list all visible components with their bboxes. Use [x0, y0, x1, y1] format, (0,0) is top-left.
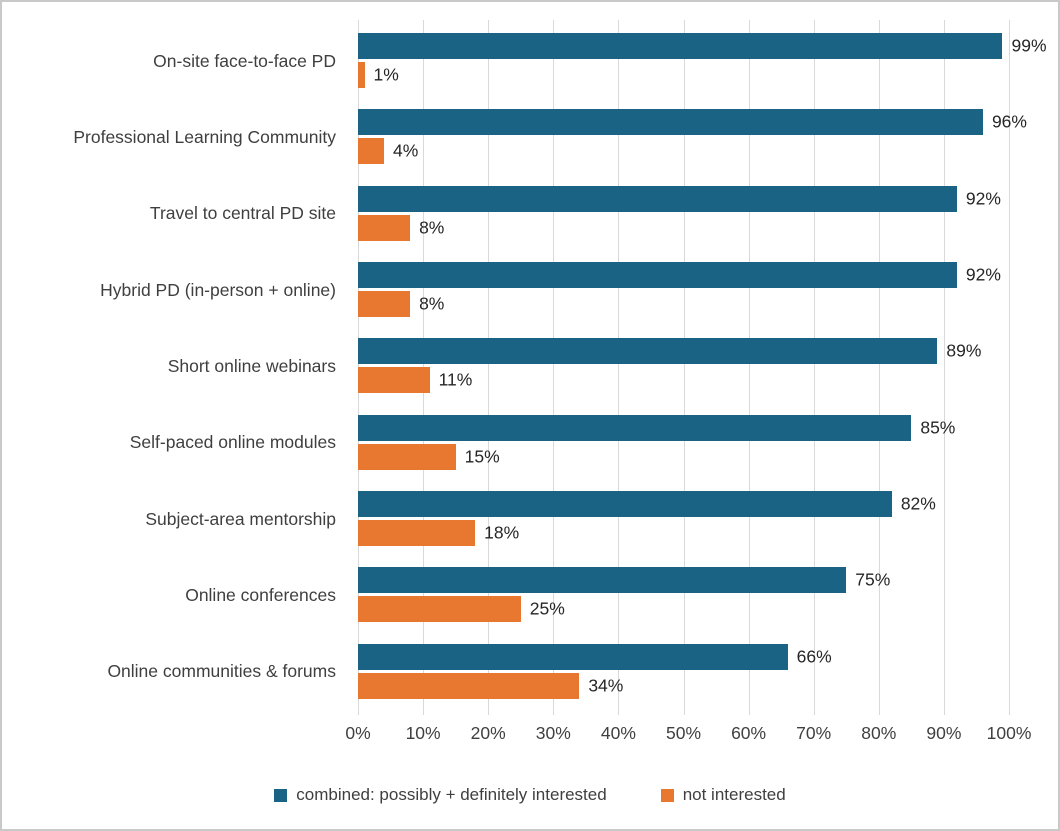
legend-item: not interested: [660, 785, 786, 805]
bar-group: 75% 25%: [358, 567, 1009, 623]
bar-value-label: 85%: [920, 417, 956, 438]
x-tick-label: 20%: [470, 723, 506, 743]
bar-value-label: 4%: [393, 140, 419, 161]
x-tick-label: 100%: [986, 723, 1032, 743]
bar-interested: 92%: [358, 262, 1001, 288]
bar-value-label: 89%: [946, 340, 982, 361]
axis-tick: [683, 707, 685, 715]
x-tick-label: 60%: [731, 723, 767, 743]
category-label: Professional Learning Community: [73, 126, 336, 147]
bar-value-label: 15%: [464, 446, 500, 467]
bar-interested: 92%: [358, 185, 1001, 212]
axis-tick: [943, 707, 945, 715]
x-tick-label: 0%: [345, 723, 371, 743]
legend-label: combined: possibly + definitely interest…: [296, 785, 607, 804]
bar-group: 82% 18%: [358, 491, 1009, 546]
bar-interested: 85%: [358, 414, 955, 441]
bar-value-label: 92%: [965, 188, 1001, 209]
category-label: Travel to central PD site: [149, 203, 336, 224]
legend-label: not interested: [682, 785, 786, 804]
x-tick-label: 50%: [665, 723, 702, 743]
bar-not-interested: 18%: [358, 520, 519, 546]
bar-not-interested: 8%: [358, 214, 444, 241]
bar-value-label: 92%: [965, 264, 1001, 285]
category-label: On-site face-to-face PD: [153, 50, 336, 71]
category-label: Self-paced online modules: [129, 432, 336, 453]
bar-value-label: 82%: [900, 493, 936, 514]
axis-tick: [423, 707, 425, 715]
axis-tick: [1009, 707, 1010, 715]
gridline: [1009, 20, 1010, 707]
category-label: Short online webinars: [167, 355, 336, 376]
axis-tick: [618, 707, 620, 715]
bar-interested: 82%: [358, 491, 936, 517]
legend: combined: possibly + definitely interest…: [2, 785, 1058, 805]
bar-not-interested: 8%: [358, 291, 444, 317]
bar-not-interested: 11%: [358, 367, 472, 394]
axis-tick: [813, 707, 815, 715]
bar-value-label: 34%: [588, 675, 624, 696]
bar-not-interested: 1%: [358, 62, 399, 88]
bar-not-interested: 4%: [358, 138, 418, 165]
bar-value-label: 99%: [1011, 35, 1047, 56]
legend-item: combined: possibly + definitely interest…: [274, 785, 607, 805]
bar-interested: 89%: [358, 338, 981, 365]
category-label: Subject-area mentorship: [145, 508, 336, 529]
x-axis: 0% 10% 20% 30% 40% 50% 60% 70% 80% 90% 100%: [345, 715, 1031, 749]
legend-swatch-icon: [274, 788, 288, 802]
x-tick-label: 80%: [861, 723, 897, 743]
bar-interested: 99%: [358, 33, 1047, 59]
bar-not-interested: 34%: [358, 672, 623, 699]
category-label: Online conferences: [185, 584, 336, 605]
axis-tick: [878, 707, 880, 715]
legend-swatch-icon: [660, 788, 674, 802]
x-tick-label: 10%: [405, 723, 441, 743]
bar-group: 99% 1%: [358, 33, 1047, 88]
bar-value-label: 75%: [855, 569, 891, 590]
bar-group: 89% 11%: [358, 338, 1009, 394]
axis-tick: [488, 707, 490, 715]
bar-group: 85% 15%: [358, 414, 1009, 470]
bar-value-label: 25%: [529, 598, 565, 619]
axis-tick: [553, 707, 555, 715]
bar-value-label: 8%: [419, 293, 445, 314]
bar-interested: 66%: [358, 643, 832, 670]
gridline: [943, 20, 945, 707]
bar-value-label: 66%: [796, 646, 832, 667]
axis-tick: [358, 707, 359, 715]
bar-interested: 75%: [358, 567, 890, 594]
bar-not-interested: 15%: [358, 443, 500, 470]
x-tick-label: 70%: [796, 723, 832, 743]
category-axis: On-site face-to-face PD Professional Lear…: [2, 20, 336, 707]
category-label: Online communities & forums: [107, 661, 336, 682]
bar-interested: 96%: [358, 109, 1027, 136]
bar-value-label: 11%: [438, 369, 473, 390]
axis-tick: [748, 707, 750, 715]
bar-value-label: 1%: [373, 64, 399, 85]
bar-group: 92% 8%: [358, 185, 1009, 241]
bar-value-label: 8%: [419, 217, 445, 238]
x-tick-label: 30%: [535, 723, 571, 743]
category-label: Hybrid PD (in-person + online): [100, 279, 336, 300]
bar-value-label: 96%: [991, 111, 1027, 132]
bar-group: 92% 8%: [358, 262, 1009, 317]
plot-area: 99% 1% 96% 4% 92% 8% 92% 8% 89% 11% 85% 15% 82% 18% 75…: [358, 20, 1047, 715]
bar-not-interested: 25%: [358, 596, 565, 623]
x-tick-label: 90%: [926, 723, 962, 743]
bar-group: 66% 34%: [358, 643, 1009, 699]
bar-value-label: 18%: [484, 522, 520, 543]
x-tick-label: 40%: [600, 723, 636, 743]
bar-group: 96% 4%: [358, 109, 1027, 165]
